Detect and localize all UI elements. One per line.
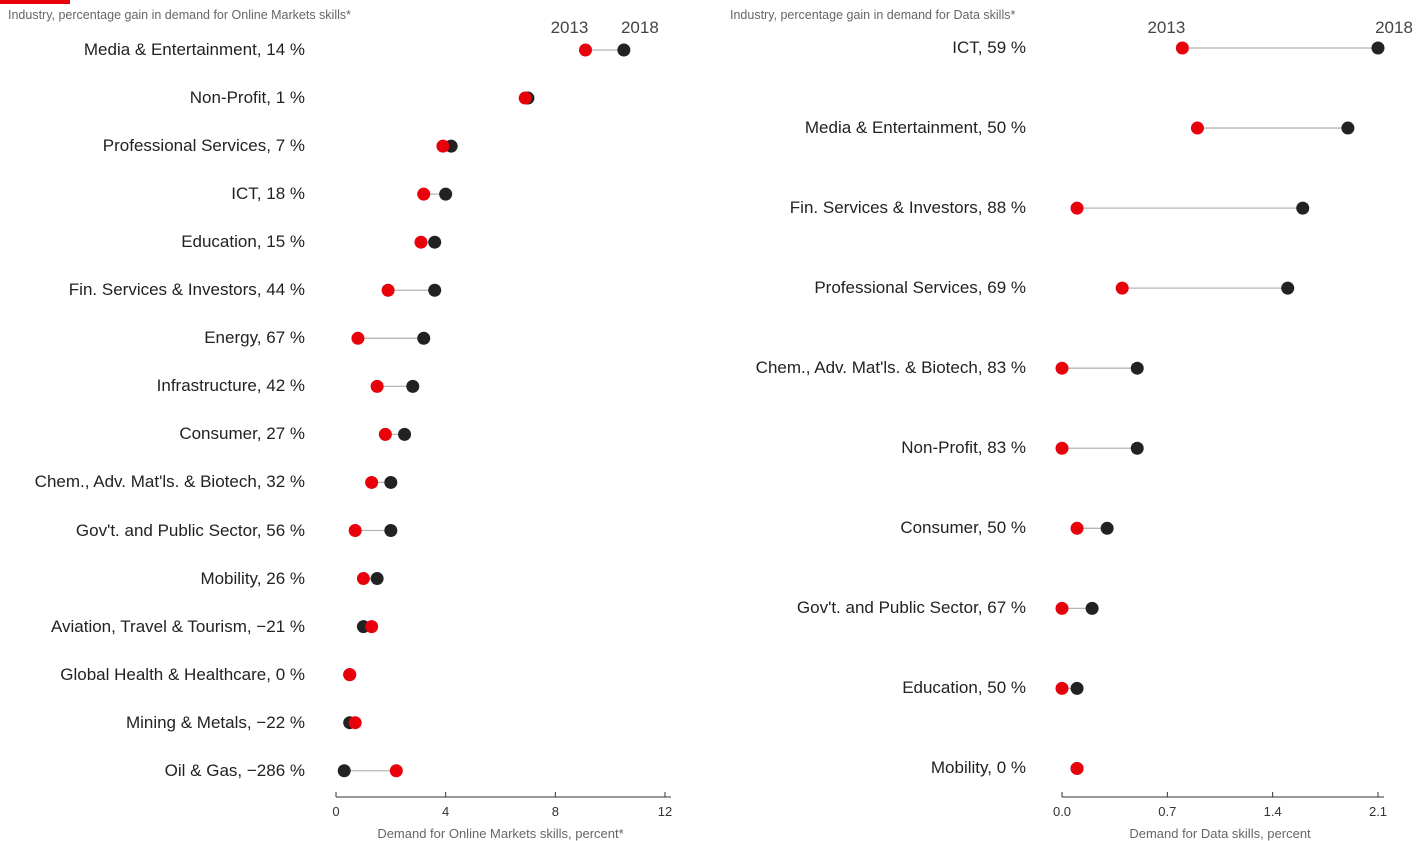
industry-label: Energy, 67 % [204, 328, 305, 348]
dot-2013 [1071, 522, 1084, 535]
dot-2013 [379, 428, 392, 441]
industry-label: Consumer, 27 % [179, 424, 305, 444]
legend-label-2018: 2018 [1375, 18, 1413, 38]
x-tick-label: 1.4 [1264, 804, 1282, 819]
x-axis-title: Demand for Data skills, percent [1129, 826, 1310, 841]
dot-2013 [1176, 42, 1189, 55]
industry-label: Mobility, 26 % [200, 569, 305, 589]
industry-label: Non-Profit, 83 % [901, 438, 1026, 458]
dot-2013 [579, 44, 592, 57]
industry-label: Chem., Adv. Mat'ls. & Biotech, 32 % [35, 472, 305, 492]
x-tick-label: 2.1 [1369, 804, 1387, 819]
chart-subtitle: Industry, percentage gain in demand for … [8, 8, 351, 22]
legend-label-2018: 2018 [621, 18, 659, 38]
dot-2013 [357, 572, 370, 585]
x-tick-label: 0.0 [1053, 804, 1071, 819]
industry-label: Oil & Gas, −286 % [165, 761, 305, 781]
dot-2018 [439, 188, 452, 201]
dot-2013 [371, 380, 384, 393]
dot-2013 [382, 284, 395, 297]
dot-2013 [414, 236, 427, 249]
dot-2018 [1131, 362, 1144, 375]
industry-label: Media & Entertainment, 50 % [805, 118, 1026, 138]
dot-2018 [1086, 602, 1099, 615]
industry-label: ICT, 59 % [952, 38, 1026, 58]
dot-2018 [1341, 122, 1354, 135]
dot-2013 [349, 716, 362, 729]
industry-label: Education, 50 % [902, 678, 1026, 698]
legend-label-2013: 2013 [1147, 18, 1185, 38]
industry-label: Mining & Metals, −22 % [126, 713, 305, 733]
industry-label: Education, 15 % [181, 232, 305, 252]
industry-label: Consumer, 50 % [900, 518, 1026, 538]
industry-label: Professional Services, 69 % [814, 278, 1026, 298]
industry-label: Media & Entertainment, 14 % [84, 40, 305, 60]
legend-label-2013: 2013 [551, 18, 589, 38]
dot-2013 [1056, 682, 1069, 695]
x-axis-title: Demand for Online Markets skills, percen… [377, 826, 623, 841]
dot-2018 [398, 428, 411, 441]
industry-label: Infrastructure, 42 % [157, 376, 305, 396]
industry-label: Mobility, 0 % [931, 758, 1026, 778]
dot-2013 [1071, 202, 1084, 215]
x-tick-label: 12 [658, 804, 672, 819]
dot-2018 [1372, 42, 1385, 55]
dot-2013 [349, 524, 362, 537]
dot-2018 [417, 332, 430, 345]
dot-2013 [365, 620, 378, 633]
x-tick-label: 8 [552, 804, 559, 819]
x-tick-label: 0.7 [1158, 804, 1176, 819]
dot-2013 [1191, 122, 1204, 135]
dot-2013 [343, 668, 356, 681]
industry-label: Professional Services, 7 % [103, 136, 305, 156]
dot-2018 [338, 764, 351, 777]
x-tick-label: 4 [442, 804, 449, 819]
dot-2018 [384, 524, 397, 537]
dot-2018 [384, 476, 397, 489]
industry-label: Non-Profit, 1 % [190, 88, 305, 108]
dot-2013 [1116, 282, 1129, 295]
dot-2018 [1131, 442, 1144, 455]
dot-2013 [519, 92, 532, 105]
x-tick-label: 0 [332, 804, 339, 819]
industry-label: Aviation, Travel & Tourism, −21 % [51, 617, 305, 637]
dot-2018 [1296, 202, 1309, 215]
industry-label: Gov't. and Public Sector, 67 % [797, 598, 1026, 618]
industry-label: Chem., Adv. Mat'ls. & Biotech, 83 % [756, 358, 1026, 378]
dot-2013 [351, 332, 364, 345]
dot-2013 [436, 140, 449, 153]
dot-2013 [1056, 602, 1069, 615]
dot-2018 [617, 44, 630, 57]
dot-2013 [390, 764, 403, 777]
dot-2018 [1281, 282, 1294, 295]
industry-label: Gov't. and Public Sector, 56 % [76, 521, 305, 541]
dot-2018 [406, 380, 419, 393]
dot-2018 [428, 236, 441, 249]
dot-2018 [428, 284, 441, 297]
dot-2013 [1071, 762, 1084, 775]
dot-2013 [1056, 442, 1069, 455]
dot-2018 [371, 572, 384, 585]
dot-2013 [1056, 362, 1069, 375]
dot-2018 [1101, 522, 1114, 535]
dot-2018 [1071, 682, 1084, 695]
dot-2013 [417, 188, 430, 201]
chart-subtitle: Industry, percentage gain in demand for … [730, 8, 1015, 22]
industry-label: Fin. Services & Investors, 44 % [69, 280, 305, 300]
industry-label: ICT, 18 % [231, 184, 305, 204]
dot-2013 [365, 476, 378, 489]
industry-label: Fin. Services & Investors, 88 % [790, 198, 1026, 218]
industry-label: Global Health & Healthcare, 0 % [60, 665, 305, 685]
